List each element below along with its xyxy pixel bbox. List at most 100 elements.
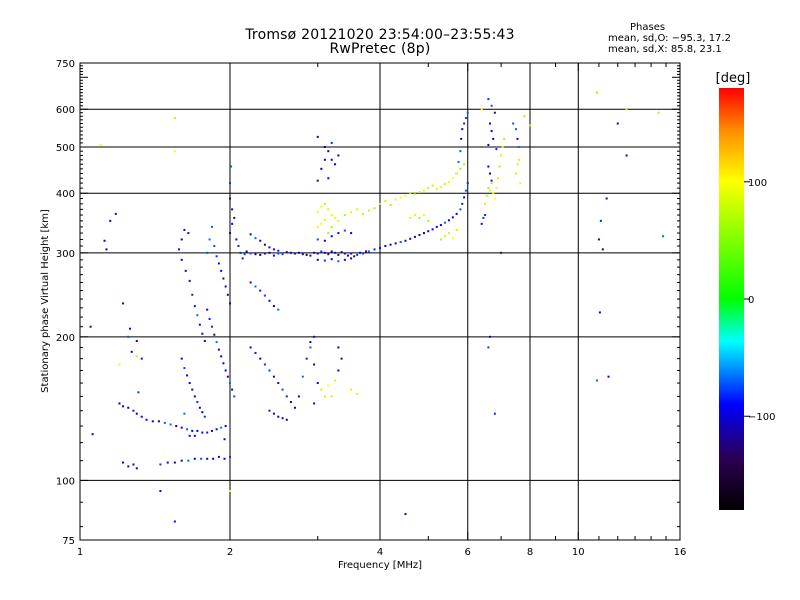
data-point bbox=[439, 186, 442, 189]
x-tick-label: 2 bbox=[227, 547, 233, 558]
data-point bbox=[263, 252, 266, 255]
data-point bbox=[459, 167, 462, 170]
data-point bbox=[223, 457, 226, 460]
data-point bbox=[173, 461, 176, 464]
data-point bbox=[272, 412, 275, 415]
data-point bbox=[334, 216, 337, 219]
data-point bbox=[498, 165, 501, 168]
data-point bbox=[217, 262, 220, 265]
data-point bbox=[337, 346, 340, 349]
data-point bbox=[487, 143, 490, 146]
data-point bbox=[316, 238, 319, 241]
data-point bbox=[180, 258, 183, 261]
data-point bbox=[293, 406, 296, 409]
data-point bbox=[259, 357, 262, 360]
data-point bbox=[516, 137, 519, 140]
data-point bbox=[229, 455, 231, 458]
y-tick-label: 400 bbox=[56, 189, 75, 200]
data-point bbox=[305, 357, 308, 360]
data-point bbox=[191, 429, 194, 432]
data-point bbox=[399, 241, 402, 244]
data-point bbox=[490, 104, 493, 107]
data-point bbox=[122, 302, 125, 305]
data-point bbox=[320, 167, 323, 170]
data-point bbox=[309, 346, 312, 349]
data-point bbox=[605, 197, 608, 200]
data-point bbox=[490, 179, 493, 182]
data-point bbox=[316, 382, 319, 385]
phase-stats-heading: Phases bbox=[630, 22, 666, 33]
data-point bbox=[487, 187, 490, 190]
data-point bbox=[157, 420, 160, 423]
data-point bbox=[241, 257, 244, 260]
data-point bbox=[293, 252, 296, 255]
data-point bbox=[516, 163, 519, 166]
data-point bbox=[224, 369, 227, 372]
data-point bbox=[237, 245, 240, 248]
data-point bbox=[285, 418, 288, 421]
data-point bbox=[362, 212, 365, 215]
data-point bbox=[523, 115, 526, 118]
data-point bbox=[281, 388, 284, 391]
data-point bbox=[367, 209, 370, 212]
data-point bbox=[460, 137, 463, 140]
data-point bbox=[492, 137, 495, 140]
data-point bbox=[346, 254, 349, 257]
data-point bbox=[330, 225, 333, 228]
data-point bbox=[482, 216, 485, 219]
data-point bbox=[212, 457, 215, 460]
data-point bbox=[188, 382, 191, 385]
data-point bbox=[206, 251, 209, 254]
data-point bbox=[91, 433, 94, 436]
data-point bbox=[455, 172, 458, 175]
data-point bbox=[493, 412, 496, 415]
data-point bbox=[427, 219, 430, 222]
data-point bbox=[435, 188, 438, 191]
data-point bbox=[206, 308, 209, 311]
data-point bbox=[159, 490, 162, 493]
data-point bbox=[489, 122, 492, 125]
data-point bbox=[373, 248, 376, 251]
data-point bbox=[466, 182, 469, 185]
data-point bbox=[409, 192, 412, 195]
data-point bbox=[177, 248, 180, 251]
colorbar bbox=[719, 88, 744, 510]
data-point bbox=[503, 137, 506, 140]
data-point bbox=[210, 429, 213, 432]
data-point bbox=[277, 415, 280, 418]
data-point bbox=[443, 221, 446, 224]
data-point bbox=[323, 202, 326, 205]
data-point bbox=[316, 135, 319, 138]
data-point bbox=[327, 253, 330, 256]
data-point bbox=[217, 455, 220, 458]
data-point bbox=[330, 395, 333, 398]
data-point bbox=[201, 431, 204, 434]
data-point bbox=[350, 252, 353, 255]
data-point bbox=[607, 375, 610, 378]
data-point bbox=[203, 415, 206, 418]
data-point bbox=[188, 434, 191, 437]
data-point bbox=[320, 388, 323, 391]
data-point bbox=[323, 259, 326, 262]
colorbar-tick-label: −100 bbox=[748, 412, 775, 423]
data-point bbox=[330, 258, 333, 261]
data-point bbox=[213, 333, 216, 336]
data-point bbox=[404, 513, 407, 516]
data-point bbox=[208, 317, 211, 320]
data-point bbox=[230, 165, 233, 168]
data-point bbox=[226, 293, 229, 296]
data-point bbox=[443, 235, 446, 238]
data-point bbox=[229, 302, 231, 305]
data-point bbox=[330, 158, 333, 161]
data-point bbox=[599, 219, 602, 222]
data-point bbox=[254, 285, 257, 288]
data-point bbox=[193, 395, 196, 398]
data-point bbox=[601, 248, 604, 251]
data-point bbox=[268, 251, 271, 254]
data-point bbox=[184, 269, 187, 272]
data-point bbox=[313, 335, 316, 338]
data-point bbox=[597, 238, 600, 241]
data-point bbox=[316, 179, 319, 182]
data-point bbox=[201, 411, 204, 414]
data-point bbox=[180, 238, 183, 241]
